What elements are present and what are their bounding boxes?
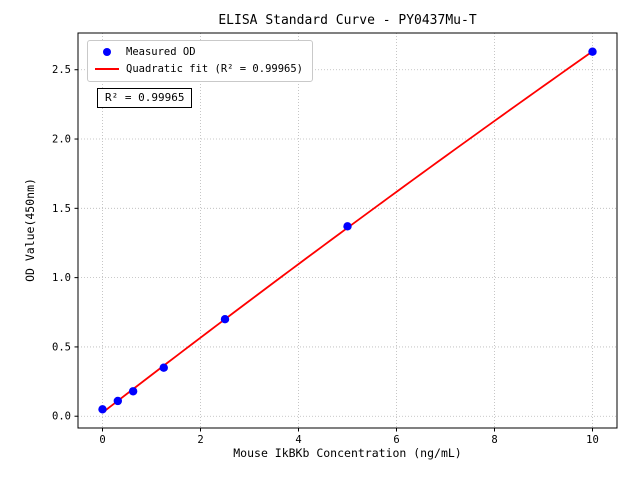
- x-tick-label: 10: [586, 434, 599, 446]
- axes-frame: [77, 32, 618, 429]
- x-tick-label: 6: [393, 434, 399, 446]
- legend-label-measured-od: Measured OD: [126, 46, 196, 58]
- legend-item-measured-od: Measured OD: [95, 46, 303, 58]
- legend-item-quadratic-fit: Quadratic fit (R² = 0.99965): [95, 63, 303, 75]
- legend-label-quadratic-fit: Quadratic fit (R² = 0.99965): [126, 63, 304, 75]
- x-tick-label: 8: [491, 434, 497, 446]
- data-point: [128, 387, 138, 396]
- x-tick-label: 2: [197, 434, 203, 446]
- blue-dot-icon: [103, 48, 111, 56]
- data-point: [113, 396, 123, 406]
- y-tick-label: 0.0: [52, 411, 71, 423]
- chart-title: ELISA Standard Curve - PY0437Mu-T: [218, 13, 477, 28]
- y-tick-label: 2.5: [52, 64, 71, 76]
- fit-line-marker-icon: [95, 68, 119, 70]
- y-axis-label: OD Value(450nm): [23, 178, 37, 282]
- r-squared-annotation: R² = 0.99965: [97, 88, 193, 108]
- y-tick-label: 2.0: [52, 134, 71, 146]
- x-axis-label: Mouse IkBKb Concentration (ng/mL): [233, 446, 462, 460]
- x-tick-label: 4: [295, 434, 301, 446]
- scatter-marker-icon: [95, 48, 119, 56]
- x-tick-label: 0: [99, 434, 105, 446]
- legend: Measured OD Quadratic fit (R² = 0.99965): [87, 40, 314, 82]
- data-point: [588, 47, 597, 56]
- y-tick-label: 1.0: [52, 272, 71, 284]
- data-point: [220, 315, 230, 324]
- red-line-icon: [95, 68, 119, 70]
- data-point: [343, 222, 352, 231]
- data-point: [98, 405, 107, 414]
- y-tick-label: 1.5: [52, 203, 71, 215]
- data-point: [159, 363, 168, 372]
- y-tick-label: 0.5: [52, 341, 71, 353]
